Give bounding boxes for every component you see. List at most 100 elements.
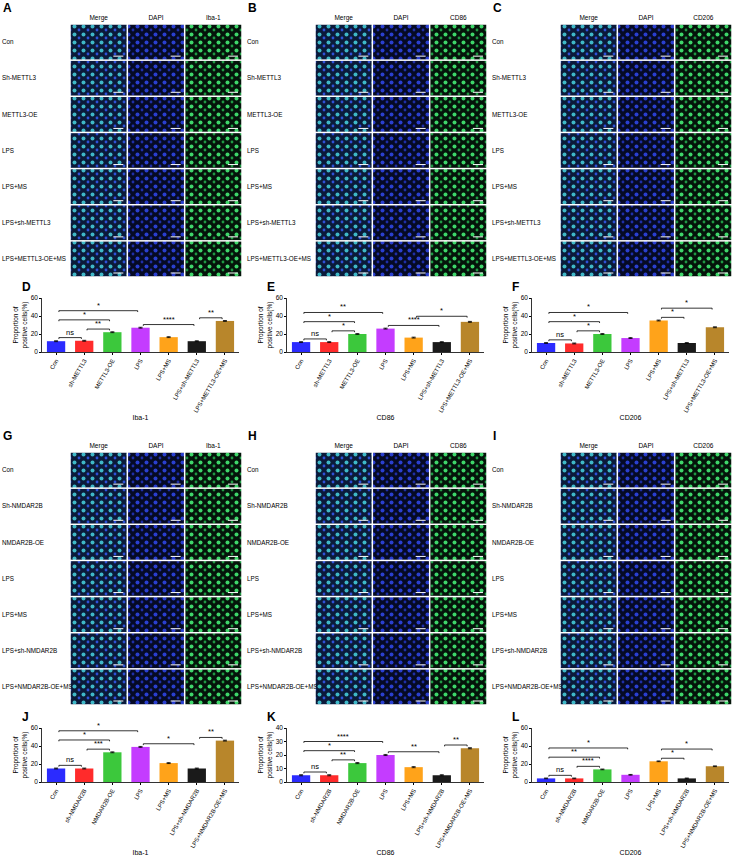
svg-text:20: 20 bbox=[31, 330, 39, 337]
svg-text:60: 60 bbox=[31, 724, 39, 731]
svg-text:*: * bbox=[587, 321, 590, 330]
svg-text:LPS: LPS bbox=[623, 788, 634, 801]
svg-text:LPS: LPS bbox=[623, 358, 634, 371]
svg-text:sh-METTL3: sh-METTL3 bbox=[67, 357, 88, 388]
svg-text:ns: ns bbox=[556, 765, 564, 774]
svg-text:0: 0 bbox=[524, 348, 528, 355]
svg-text:60: 60 bbox=[276, 294, 284, 301]
svg-text:30: 30 bbox=[276, 738, 284, 745]
svg-text:**: ** bbox=[571, 747, 577, 756]
svg-text:LPS+sh-METTL3: LPS+sh-METTL3 bbox=[247, 219, 296, 226]
svg-text:Proportion ofpositive cells(%): Proportion ofpositive cells(%) bbox=[502, 732, 518, 779]
svg-text:Merge: Merge bbox=[579, 14, 598, 22]
svg-text:Merge: Merge bbox=[334, 442, 353, 450]
svg-text:CD206: CD206 bbox=[693, 14, 714, 21]
svg-text:*: * bbox=[440, 306, 443, 315]
svg-text:*: * bbox=[328, 741, 331, 750]
svg-text:CD86: CD86 bbox=[450, 14, 467, 21]
svg-text:LPS+sh-METTL3: LPS+sh-METTL3 bbox=[172, 357, 201, 401]
svg-text:0: 0 bbox=[279, 348, 283, 355]
svg-text:A: A bbox=[3, 1, 12, 15]
svg-text:0: 0 bbox=[524, 778, 528, 785]
svg-text:LPS: LPS bbox=[2, 575, 14, 582]
svg-text:METTL3-OE: METTL3-OE bbox=[584, 358, 606, 390]
svg-text:LPS+sh-METTL3: LPS+sh-METTL3 bbox=[2, 219, 51, 226]
svg-text:METTL3-OE: METTL3-OE bbox=[339, 358, 361, 390]
svg-text:***: *** bbox=[94, 739, 103, 748]
svg-text:LPS+NMDAR2B-OE+MS: LPS+NMDAR2B-OE+MS bbox=[2, 683, 73, 690]
svg-text:LPS+sh-METTL3: LPS+sh-METTL3 bbox=[492, 219, 541, 226]
svg-text:*: * bbox=[685, 298, 688, 307]
svg-text:Con: Con bbox=[247, 38, 259, 45]
svg-text:C: C bbox=[493, 1, 502, 15]
svg-text:****: **** bbox=[163, 315, 175, 324]
svg-text:**: ** bbox=[208, 308, 214, 317]
svg-text:Sh-NMDAR2B: Sh-NMDAR2B bbox=[492, 502, 533, 509]
svg-text:LPS+MS: LPS+MS bbox=[492, 183, 517, 190]
svg-text:LPS+MS: LPS+MS bbox=[247, 611, 272, 618]
svg-text:Con: Con bbox=[492, 466, 504, 473]
svg-text:**: ** bbox=[340, 302, 346, 311]
svg-text:0: 0 bbox=[34, 778, 38, 785]
svg-text:*: * bbox=[685, 739, 688, 748]
svg-text:NMDAR2B-OE: NMDAR2B-OE bbox=[247, 539, 289, 546]
svg-text:LPS: LPS bbox=[378, 788, 389, 801]
svg-text:NMDAR2B-OE: NMDAR2B-OE bbox=[2, 539, 44, 546]
svg-text:CD86: CD86 bbox=[377, 849, 395, 856]
svg-text:**: ** bbox=[411, 742, 417, 751]
svg-text:B: B bbox=[248, 1, 257, 15]
svg-text:Merge: Merge bbox=[89, 14, 108, 22]
svg-text:Con: Con bbox=[294, 788, 305, 801]
svg-text:LPS+MS: LPS+MS bbox=[400, 358, 417, 382]
svg-text:LPS+MS: LPS+MS bbox=[155, 358, 172, 382]
svg-text:40: 40 bbox=[31, 742, 39, 749]
svg-text:Sh-NMDAR2B: Sh-NMDAR2B bbox=[247, 502, 288, 509]
svg-text:LPS+MS: LPS+MS bbox=[247, 183, 272, 190]
svg-text:LPS+MS: LPS+MS bbox=[492, 611, 517, 618]
svg-text:LPS+METTL3-OE+MS: LPS+METTL3-OE+MS bbox=[683, 358, 719, 414]
svg-text:Merge: Merge bbox=[334, 14, 353, 22]
svg-text:sh-METTL3: sh-METTL3 bbox=[557, 357, 578, 388]
svg-text:sh-NMDAR2B: sh-NMDAR2B bbox=[64, 788, 88, 824]
svg-text:Proportion ofpositive cells(%): Proportion ofpositive cells(%) bbox=[257, 732, 273, 779]
svg-text:Proportion ofpositive cells(%): Proportion ofpositive cells(%) bbox=[12, 732, 28, 779]
svg-text:LPS: LPS bbox=[492, 575, 504, 582]
svg-text:20: 20 bbox=[521, 330, 529, 337]
svg-text:40: 40 bbox=[521, 742, 529, 749]
svg-text:Con: Con bbox=[2, 38, 14, 45]
svg-text:METTL3-OE: METTL3-OE bbox=[247, 111, 282, 118]
svg-text:I: I bbox=[493, 429, 496, 443]
svg-text:DAPI: DAPI bbox=[148, 442, 163, 449]
svg-text:LPS: LPS bbox=[133, 788, 144, 801]
svg-text:**: ** bbox=[453, 735, 459, 744]
svg-text:LPS: LPS bbox=[247, 575, 259, 582]
svg-text:LPS+MS: LPS+MS bbox=[400, 788, 417, 812]
svg-text:****: **** bbox=[408, 315, 420, 324]
svg-text:LPS+sh-NMDAR2B: LPS+sh-NMDAR2B bbox=[247, 647, 302, 654]
svg-text:*: * bbox=[83, 310, 86, 319]
svg-text:0: 0 bbox=[279, 778, 283, 785]
svg-text:*: * bbox=[671, 307, 674, 316]
svg-text:20: 20 bbox=[276, 330, 284, 337]
svg-text:20: 20 bbox=[521, 760, 529, 767]
svg-text:Con: Con bbox=[49, 358, 60, 371]
svg-text:Sh-METTL3: Sh-METTL3 bbox=[247, 74, 281, 81]
svg-text:LPS+MS: LPS+MS bbox=[645, 788, 662, 812]
svg-text:20: 20 bbox=[276, 751, 284, 758]
svg-text:LPS+MS: LPS+MS bbox=[2, 183, 27, 190]
svg-text:*: * bbox=[587, 302, 590, 311]
svg-text:H: H bbox=[248, 429, 257, 443]
svg-text:*: * bbox=[587, 738, 590, 747]
svg-text:CD206: CD206 bbox=[693, 442, 714, 449]
svg-text:Con: Con bbox=[247, 466, 259, 473]
svg-text:ns: ns bbox=[66, 755, 74, 764]
svg-text:LPS: LPS bbox=[492, 147, 504, 154]
svg-text:LPS+sh-NMDAR2B: LPS+sh-NMDAR2B bbox=[659, 788, 690, 836]
svg-text:DAPI: DAPI bbox=[393, 442, 408, 449]
svg-text:LPS: LPS bbox=[247, 147, 259, 154]
svg-text:ns: ns bbox=[311, 329, 319, 338]
svg-text:sh-METTL3: sh-METTL3 bbox=[312, 357, 333, 388]
svg-text:Sh-METTL3: Sh-METTL3 bbox=[2, 74, 36, 81]
svg-text:NMDAR2B-OE: NMDAR2B-OE bbox=[91, 788, 116, 826]
svg-text:NMDAR2B-OE: NMDAR2B-OE bbox=[581, 788, 606, 826]
